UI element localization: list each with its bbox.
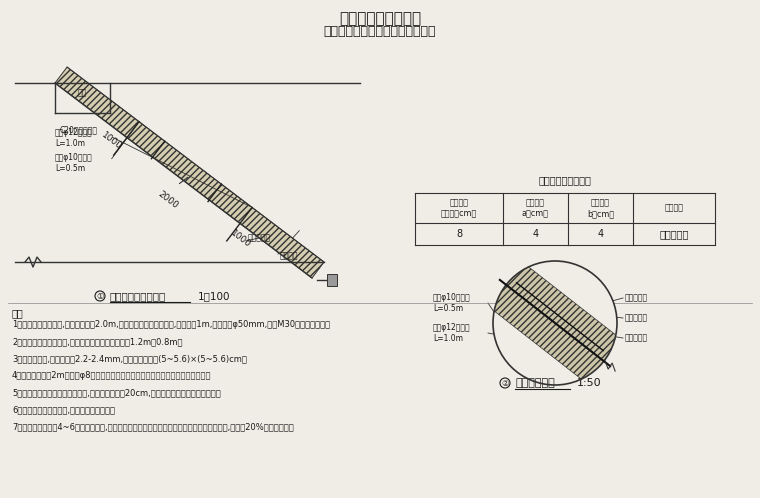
- Text: 客土喷播
总厚度（cm）: 客土喷播 总厚度（cm）: [441, 198, 477, 218]
- Text: 适用非重点区域（适用各种坡度）: 适用非重点区域（适用各种坡度）: [324, 25, 436, 38]
- Text: 客土喷播: 客土喷播: [280, 251, 299, 260]
- Text: 8: 8: [456, 229, 462, 239]
- Text: 4: 4: [533, 229, 539, 239]
- Text: 镀锌铁丝网客土喷播: 镀锌铁丝网客土喷播: [339, 11, 421, 26]
- Text: 4、游坡面积每隔2m宜一条φ8钢筋与主、辅锚杆相连以增强镀锌铁网与锚杆的连结。: 4、游坡面积每隔2m宜一条φ8钢筋与主、辅锚杆相连以增强镀锌铁网与锚杆的连结。: [12, 371, 211, 380]
- Text: 1、锚杆为正方形布置,主锚杆间距为2.0m,相邻两套主锚杆错开布置,辅锚杆间1m,锚杆钻孔φ50mm,采用M30水泥砂浆灌注。: 1、锚杆为正方形布置,主锚杆间距为2.0m,相邻两套主锚杆错开布置,辅锚杆间1m…: [12, 320, 330, 329]
- Bar: [327, 274, 337, 286]
- Text: 6、喷播层分基层及末层,喷播层应配置条剂。: 6、喷播层分基层及末层,喷播层应配置条剂。: [12, 405, 115, 414]
- Text: 2000: 2000: [157, 190, 180, 211]
- Text: 钢筋φ12土锚杆
L=1.0m: 钢筋φ12土锚杆 L=1.0m: [55, 127, 93, 148]
- Text: 1000: 1000: [229, 228, 252, 249]
- Text: 镀锌铁丝网: 镀锌铁丝网: [625, 293, 648, 302]
- Text: ①: ①: [97, 291, 104, 300]
- Text: C20混凝土垫层: C20混凝土垫层: [60, 125, 98, 134]
- Text: 门槛: 门槛: [78, 88, 87, 97]
- Text: ②: ②: [502, 378, 508, 387]
- Text: 注：: 注：: [12, 308, 24, 318]
- Text: 2、对于较破碎岩体边坡,其主、辅锚杆应分别加长至1.2m、0.8m。: 2、对于较破碎岩体边坡,其主、辅锚杆应分别加长至1.2m、0.8m。: [12, 337, 182, 346]
- Text: 镀锌铁丝网: 镀锌铁丝网: [660, 229, 689, 239]
- Text: 末层草种子: 末层草种子: [625, 334, 648, 343]
- Polygon shape: [467, 246, 643, 400]
- Text: 客土喷播防护厚度表: 客土喷播防护厚度表: [539, 175, 591, 185]
- Text: 客土喷播断面布置图: 客土喷播断面布置图: [110, 291, 166, 301]
- Polygon shape: [55, 67, 324, 278]
- Text: 挂网锚杆大样: 挂网锚杆大样: [515, 378, 555, 388]
- Text: 钢筋φ10辅锚杆
L=0.5m: 钢筋φ10辅锚杆 L=0.5m: [55, 152, 93, 173]
- Circle shape: [493, 261, 617, 385]
- Text: 基层草种子: 基层草种子: [625, 314, 648, 323]
- Text: 1000: 1000: [100, 131, 124, 152]
- Text: 4: 4: [597, 229, 603, 239]
- Text: 镀锌铁丝网: 镀锌铁丝网: [248, 234, 271, 243]
- Text: 3、镀锌铁丝网,链丝直径为2.2-2.4mm,网眼尺寸一般为(5~5.6)×(5~5.6)cm。: 3、镀锌铁丝网,链丝直径为2.2-2.4mm,网眼尺寸一般为(5~5.6)×(5…: [12, 354, 247, 363]
- Text: 5、镀锌铁丝网应沿坡面纵向铺盖,搭接宽度不小于20cm,搭接部位应选择在连接钢筋处。: 5、镀锌铁丝网应沿坡面纵向铺盖,搭接宽度不小于20cm,搭接部位应选择在连接钢筋…: [12, 388, 220, 397]
- Text: 末层深度
b（cm）: 末层深度 b（cm）: [587, 198, 614, 218]
- Text: 1:50: 1:50: [577, 378, 602, 388]
- Text: 7、混合种子一般由4~6种草相互选坡,根据不同的施工季节及不同的边坡条件进行适当的调量,可添加20%的草花种子。: 7、混合种子一般由4~6种草相互选坡,根据不同的施工季节及不同的边坡条件进行适当…: [12, 422, 294, 431]
- Text: 钢筋φ12土锚杆
L=1.0m: 钢筋φ12土锚杆 L=1.0m: [433, 323, 470, 344]
- Text: 基层深度
a（cm）: 基层深度 a（cm）: [522, 198, 549, 218]
- Text: 挂网材料: 挂网材料: [664, 204, 683, 213]
- Text: 钢筋φ10辅锚杆
L=0.5m: 钢筋φ10辅锚杆 L=0.5m: [433, 293, 470, 313]
- Text: 1：100: 1：100: [198, 291, 230, 301]
